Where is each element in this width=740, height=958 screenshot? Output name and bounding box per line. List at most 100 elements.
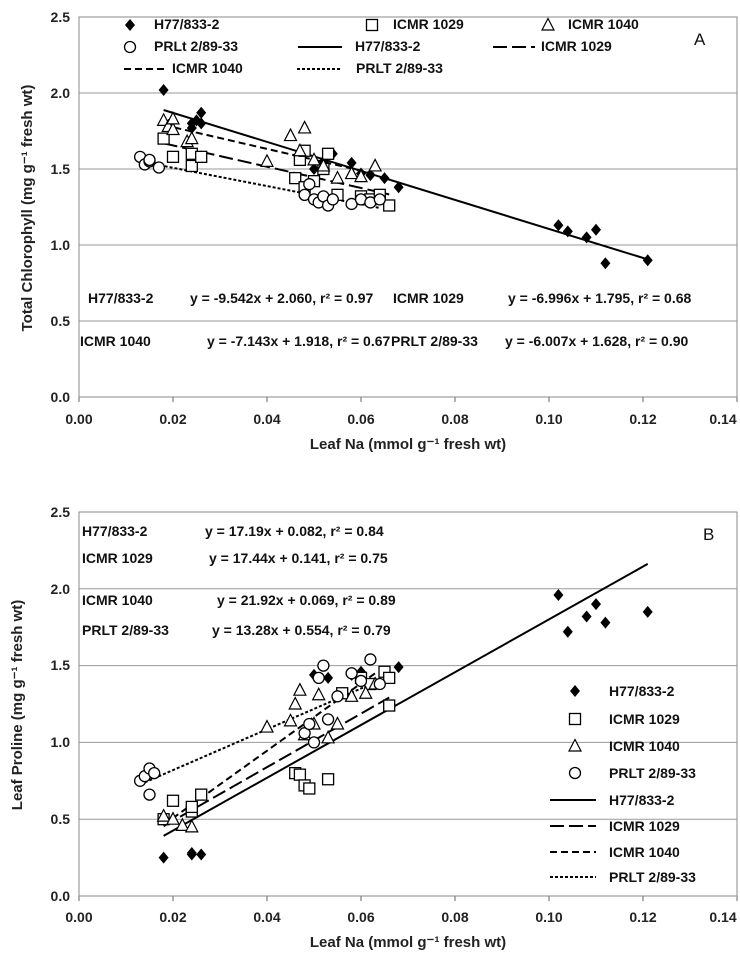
data-point-triangle [330, 716, 345, 730]
panel-a-plot-frame [78, 16, 738, 398]
data-point-circle [373, 193, 386, 206]
data-point-square [195, 150, 208, 163]
b-legend-marker [570, 685, 580, 697]
a-legend-marker [541, 17, 555, 31]
data-point-triangle [321, 729, 336, 744]
a-panel-label: A [694, 30, 706, 49]
a-x-tick: 0.06 [347, 411, 374, 427]
data-point-square [195, 788, 208, 801]
data-point-diamond [600, 616, 611, 629]
b-y-tick: 1.5 [51, 657, 71, 673]
a-legend-label: ICMR 1040 [172, 60, 243, 76]
a-y-tick: 0.0 [51, 389, 71, 405]
a-legend-marker [123, 40, 137, 54]
b-y-tick: 2.0 [51, 581, 71, 597]
b-eq-genotype: PRLT 2/89-33 [82, 622, 169, 638]
a-eq-text: y = -9.542x + 2.060, r² = 0.97 [190, 290, 374, 306]
data-point-square [293, 768, 307, 781]
b-legend-label: ICMR 1040 [609, 738, 680, 754]
b-eq-text: y = 17.19x + 0.082, r² = 0.84 [205, 523, 384, 539]
data-point-square [321, 147, 335, 160]
b-legend-label: PRLT 2/89-33 [609, 765, 696, 781]
data-point-triangle [184, 130, 199, 145]
b-legend-label: PRLT 2/89-33 [609, 869, 696, 885]
panel-b-gridlines [78, 511, 738, 901]
legend-diamond-icon [125, 19, 135, 31]
b-legend-marker [568, 738, 582, 752]
data-point-circle [321, 713, 335, 726]
b-eq-text: y = 21.92x + 0.069, r² = 0.89 [217, 592, 396, 608]
a-x-tick: 0.02 [159, 411, 186, 427]
a-y-axis-label: Total Chlorophyll (mg g⁻¹ fresh wt) [19, 85, 36, 332]
data-point-triangle [166, 811, 180, 825]
data-point-square [289, 171, 302, 185]
data-point-diamond [196, 106, 207, 119]
data-point-diamond [553, 219, 564, 232]
fit-line-solid [163, 109, 648, 261]
b-panel-label: B [703, 525, 714, 544]
data-point-square [157, 132, 170, 145]
data-point-diamond [309, 163, 319, 175]
legend-triangle-icon [568, 738, 582, 752]
a-legend-label: PRLt 2/89-33 [154, 38, 238, 54]
data-point-square [185, 800, 198, 814]
legend-circle-icon [123, 40, 137, 54]
b-x-axis-label: Leaf Na (mmol g⁻¹ fresh wt) [310, 934, 506, 951]
data-point-triangle [358, 685, 373, 699]
data-point-diamond [346, 156, 357, 169]
data-point-square [185, 159, 198, 173]
a-y-tick: 1.0 [51, 237, 71, 253]
data-point-triangle [288, 696, 303, 710]
b-legend: H77/833-2 ICMR 1029 ICMR 1040 PRLT 2/89-… [550, 683, 696, 885]
b-legend-label: H77/833-2 [609, 792, 675, 808]
a-y-tick: 2.0 [51, 85, 71, 101]
data-point-circle [354, 674, 368, 688]
data-point-diamond [562, 225, 573, 238]
b-eq-genotype: H77/833-2 [82, 523, 148, 539]
data-point-diamond [581, 610, 592, 623]
b-x-tick: 0.02 [159, 909, 186, 925]
data-point-triangle [368, 158, 383, 172]
data-point-circle [326, 193, 339, 206]
a-x-tick: 0.10 [535, 411, 562, 427]
data-point-square [303, 782, 316, 795]
a-eq-text: y = -7.143x + 1.918, r² = 0.67 [207, 333, 391, 349]
data-point-circle [331, 690, 344, 703]
data-point-diamond [365, 169, 376, 182]
data-point-triangle [184, 819, 199, 833]
data-point-circle [303, 178, 316, 191]
a-y-tick: 0.5 [51, 313, 71, 329]
a-x-axis-label: Leaf Na (mmol g⁻¹ fresh wt) [310, 436, 506, 453]
fit-line-solid [163, 563, 649, 837]
a-eq-genotype: PRLT 2/89-33 [391, 333, 478, 349]
data-point-triangle [292, 682, 307, 696]
data-point-diamond [591, 598, 601, 611]
a-x-tick: 0.12 [629, 411, 656, 427]
b-eq-genotype: ICMR 1029 [82, 550, 153, 566]
b-legend-label: H77/833-2 [609, 683, 675, 699]
panel-b-plot-frame [78, 511, 738, 897]
data-point-triangle [166, 111, 180, 125]
data-point-diamond [600, 257, 611, 270]
a-x-tick: 0.00 [65, 411, 92, 427]
data-point-diamond [553, 588, 564, 601]
data-point-circle [364, 653, 377, 666]
b-eq-text: y = 13.28x + 0.554, r² = 0.79 [212, 622, 391, 638]
legend-circle-icon [568, 766, 582, 780]
b-legend-marker [568, 712, 582, 726]
a-eq-genotype: ICMR 1029 [393, 290, 464, 306]
data-point-circle [143, 788, 156, 801]
b-y-axis-label: Leaf Proline (mg g⁻¹ fresh wt) [9, 600, 26, 810]
data-point-triangle [260, 153, 274, 167]
data-point-diamond [562, 625, 573, 638]
legend-triangle-icon [541, 17, 555, 31]
data-point-diamond [379, 172, 390, 185]
a-legend-label: PRLT 2/89-33 [356, 60, 443, 76]
legend-square-icon [568, 712, 582, 726]
b-y-tick: 0.0 [51, 888, 71, 904]
data-point-square [166, 150, 180, 163]
a-x-tick: 0.08 [441, 411, 468, 427]
a-equations: H77/833-2 y = -9.542x + 2.060, r² = 0.97… [80, 290, 692, 349]
data-point-circle [148, 766, 161, 780]
data-point-diamond [323, 671, 334, 684]
